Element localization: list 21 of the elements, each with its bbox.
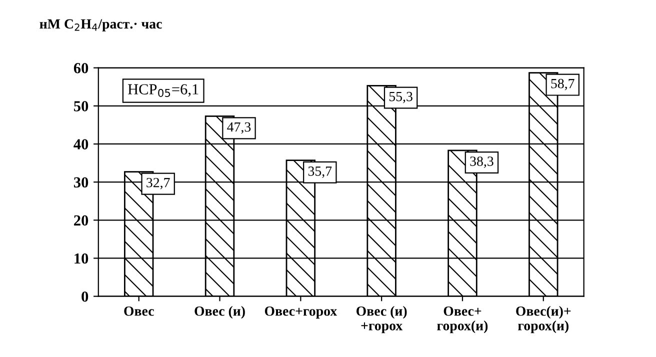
x-tick-label: Овес+горох — [264, 306, 338, 319]
data-label: 47,3 — [227, 122, 251, 134]
x-tick-label: Овес — [124, 306, 154, 316]
x-tick-label: Овес(и)+ горох(и) — [516, 306, 571, 334]
y-tick-label: 20 — [74, 215, 88, 226]
y-tick-label: 0 — [82, 291, 88, 302]
x-tick-label: Овес+ горох(и) — [437, 306, 488, 334]
data-label: 35,7 — [308, 166, 332, 178]
x-tick-label: Овес (и) +горох — [356, 306, 407, 334]
y-tick-label: 40 — [74, 139, 88, 150]
y-axis-title: нМ C$_{2}$H$_{4}$/раст.· час — [40, 19, 162, 32]
x-tick-label: Овес (и) — [194, 306, 245, 319]
annotation: НСР$_{05}$=6,1 — [128, 84, 198, 97]
y-tick-label: 50 — [74, 101, 88, 112]
y-tick-label: 30 — [74, 177, 88, 188]
data-label: 38,3 — [470, 156, 494, 168]
data-label: 58,7 — [551, 78, 574, 90]
data-label: 32,7 — [146, 178, 170, 190]
y-tick-label: 60 — [74, 62, 88, 74]
data-label: 55,3 — [389, 92, 412, 104]
y-tick-label: 10 — [74, 253, 88, 264]
